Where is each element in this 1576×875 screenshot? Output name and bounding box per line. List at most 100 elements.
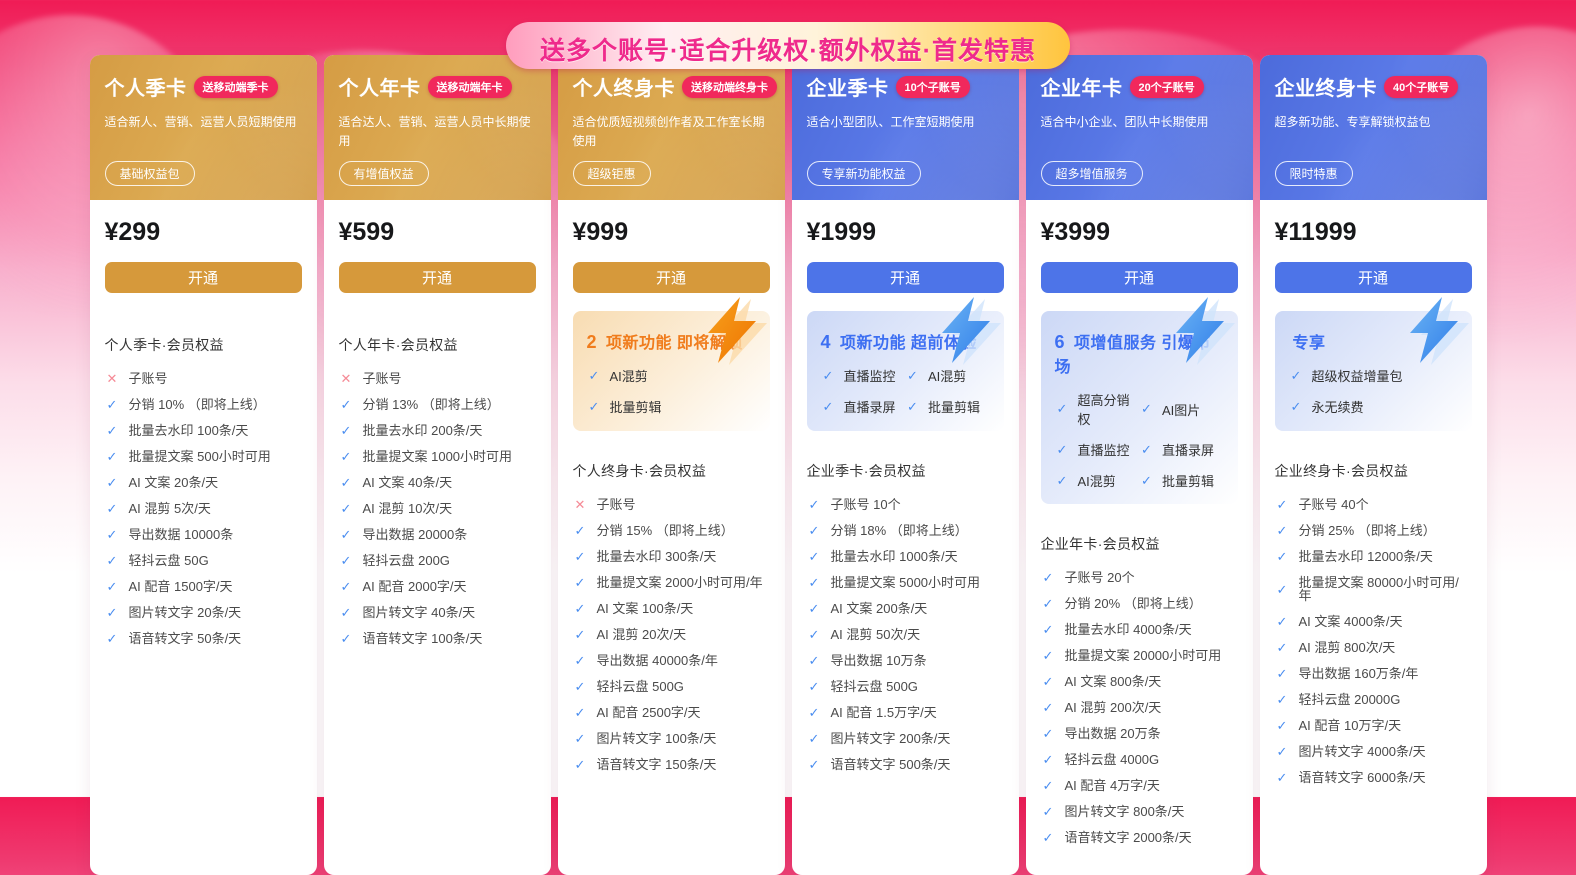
feature-label: AI 文案 40条/天 xyxy=(362,475,453,490)
feature-item: ✓ AI 配音 1500字/天 xyxy=(105,580,302,593)
feature-item: ✓ 语音转文字 100条/天 xyxy=(339,632,536,645)
open-button[interactable]: 开通 xyxy=(338,262,536,293)
highlight-item: ✓ 批量剪辑 xyxy=(1139,471,1224,490)
feature-item: ✓ 图片转文字 100条/天 xyxy=(573,732,770,745)
feature-label: 语音转文字 500条/天 xyxy=(830,757,951,772)
feature-label: 导出数据 10万条 xyxy=(830,653,927,668)
feature-item: ✓ AI 配音 10万字/天 xyxy=(1275,719,1472,732)
feature-item: ✓ AI 文案 4000条/天 xyxy=(1275,615,1472,628)
check-icon: ✓ xyxy=(1276,666,1288,681)
check-icon: ✓ xyxy=(1141,441,1152,457)
highlight-item-label: AI混剪 xyxy=(928,369,967,384)
check-icon: ✓ xyxy=(340,475,352,490)
feature-item: ✓ AI 混剪 800次/天 xyxy=(1275,641,1472,654)
highlight-item-label: 批量剪辑 xyxy=(609,400,662,415)
feature-label: AI 混剪 20次/天 xyxy=(596,627,687,642)
check-icon: ✓ xyxy=(574,757,586,772)
highlight-item: ✓ 超级权益增量包 xyxy=(1289,366,1458,385)
feature-label: 批量去水印 100条/天 xyxy=(128,423,249,438)
feature-label: 图片转文字 800条/天 xyxy=(1064,804,1185,819)
feature-label: 轻抖云盘 50G xyxy=(128,553,209,568)
card-tag: 超多增值服务 xyxy=(1040,161,1143,186)
feature-label: 图片转文字 200条/天 xyxy=(830,731,951,746)
check-icon: ✓ xyxy=(340,553,352,568)
check-icon: ✓ xyxy=(1042,778,1054,793)
feature-label: 语音转文字 50条/天 xyxy=(128,631,242,646)
feature-item: ✓ 分销 15% （即将上线） xyxy=(573,524,770,537)
feature-item: ✓ AI 混剪 5次/天 xyxy=(105,502,302,515)
check-icon: ✓ xyxy=(1042,830,1054,845)
feature-label: AI 配音 2500字/天 xyxy=(596,705,701,720)
card-price: ¥299 xyxy=(104,218,161,246)
feature-item: ✕ 子账号 xyxy=(339,372,536,385)
highlight-item-label: 批量剪辑 xyxy=(1162,474,1215,489)
card-body: ¥599 开通 个人年卡·会员权益 ✕ 子账号 ✓ 分销 13% （即将上线） ✓ 批量去… xyxy=(324,200,551,875)
feature-label: 子账号 20个 xyxy=(1064,570,1135,585)
highlight-item: ✓ 直播录屏 xyxy=(1139,440,1224,459)
feature-item: ✓ AI 配音 2000字/天 xyxy=(339,580,536,593)
lightning-icon xyxy=(1172,295,1236,365)
feature-label: 子账号 10个 xyxy=(830,497,901,512)
check-icon: ✓ xyxy=(574,731,586,746)
highlight-count: 6 xyxy=(1054,332,1066,352)
feature-label: 批量去水印 1000条/天 xyxy=(830,549,958,564)
check-icon: ✓ xyxy=(574,705,586,720)
features-title: 企业季卡·会员权益 xyxy=(806,463,926,479)
card-title-row: 个人终身卡 送移动端终身卡 xyxy=(572,72,777,101)
check-icon: ✓ xyxy=(588,367,600,383)
feature-item: ✓ 图片转文字 40条/天 xyxy=(339,606,536,619)
check-icon: ✓ xyxy=(106,449,118,464)
open-button[interactable]: 开通 xyxy=(1274,262,1472,293)
card-badge: 40个子账号 xyxy=(1384,75,1459,98)
feature-label: 批量去水印 200条/天 xyxy=(362,423,483,438)
check-icon: ✓ xyxy=(808,653,820,668)
check-icon: ✓ xyxy=(588,398,600,414)
highlight-count: 2 xyxy=(586,332,598,352)
open-button[interactable]: 开通 xyxy=(104,262,302,293)
card-badge: 送移动端季卡 xyxy=(193,75,278,98)
check-icon: ✓ xyxy=(106,501,118,516)
features-section: 企业季卡·会员权益 ✓ 子账号 10个 ✓ 分销 18% （即将上线） ✓ 批量去水印 1… xyxy=(807,461,1004,784)
open-button[interactable]: 开通 xyxy=(1040,262,1238,293)
open-button[interactable]: 开通 xyxy=(806,262,1004,293)
check-icon: ✓ xyxy=(1141,401,1152,416)
highlight-item: ✓ AI图片 xyxy=(1139,390,1224,428)
card-body: ¥299 开通 个人季卡·会员权益 ✕ 子账号 ✓ 分销 10% （即将上线） ✓ 批量去… xyxy=(90,200,317,875)
features-list: ✓ 子账号 40个 ✓ 分销 25% （即将上线） ✓ 批量去水印 12000条/天 ✓ 批量… xyxy=(1275,498,1472,784)
features-list: ✕ 子账号 ✓ 分销 15% （即将上线） ✓ 批量去水印 300条/天 ✓ 批量提文案 20… xyxy=(573,498,770,771)
feature-item: ✓ AI 文案 40条/天 xyxy=(339,476,536,489)
check-icon: ✓ xyxy=(340,449,352,464)
check-icon: ✓ xyxy=(574,601,586,616)
feature-item: ✓ 子账号 40个 xyxy=(1275,498,1472,511)
highlight-box: 6 项增值服务 引爆市场 ✓ 超高分销权 ✓ AI图片 ✓ 直播监控 ✓ 直播录屏 ✓ AI混剪 ✓… xyxy=(1040,297,1238,504)
pricing-card-3: 个人终身卡 送移动端终身卡 适合优质短视频创作者及工作室长期使用 超级钜惠 ¥9… xyxy=(557,55,785,875)
check-icon: ✓ xyxy=(808,601,820,616)
feature-item: ✓ AI 混剪 20次/天 xyxy=(573,628,770,641)
features-list: ✕ 子账号 ✓ 分销 13% （即将上线） ✓ 批量去水印 200条/天 ✓ 批量提文案 10… xyxy=(339,372,536,645)
feature-label: 批量提文案 80000小时可用/年 xyxy=(1298,575,1459,603)
open-button[interactable]: 开通 xyxy=(572,262,770,293)
card-title: 个人终身卡 xyxy=(572,78,675,100)
check-icon: ✓ xyxy=(106,527,118,542)
cross-icon: ✕ xyxy=(340,371,352,386)
check-icon: ✓ xyxy=(106,553,118,568)
highlight-box: 4 项新功能 超前体验 ✓ 直播监控 ✓ AI混剪 ✓ 直播录屏 ✓ 批量剪辑 xyxy=(806,297,1004,431)
feature-label: AI 混剪 800次/天 xyxy=(1298,640,1396,655)
feature-item: ✓ 语音转文字 50条/天 xyxy=(105,632,302,645)
card-price: ¥11999 xyxy=(1274,218,1357,246)
feature-label: AI 混剪 50次/天 xyxy=(830,627,921,642)
features-section: 企业终身卡·会员权益 ✓ 子账号 40个 ✓ 分销 25% （即将上线） ✓ 批量去水印 … xyxy=(1275,461,1472,797)
feature-label: 批量去水印 12000条/天 xyxy=(1298,549,1433,564)
check-icon: ✓ xyxy=(822,367,834,383)
card-tag: 专享新功能权益 xyxy=(806,161,921,186)
feature-item: ✓ 轻抖云盘 4000G xyxy=(1041,753,1238,766)
highlight-item: ✓ 直播监控 xyxy=(821,366,906,385)
feature-item: ✓ 语音转文字 6000条/天 xyxy=(1275,771,1472,784)
card-description: 适合小型团队、工作室短期使用 xyxy=(806,115,975,129)
feature-label: 导出数据 160万条/年 xyxy=(1298,666,1419,681)
card-description: 适合优质短视频创作者及工作室长期使用 xyxy=(572,115,765,149)
highlight-items: ✓ 直播监控 ✓ AI混剪 ✓ 直播录屏 ✓ 批量剪辑 xyxy=(821,366,990,416)
check-icon: ✓ xyxy=(106,475,118,490)
check-icon: ✓ xyxy=(1276,692,1288,707)
card-title: 企业季卡 xyxy=(806,78,889,100)
